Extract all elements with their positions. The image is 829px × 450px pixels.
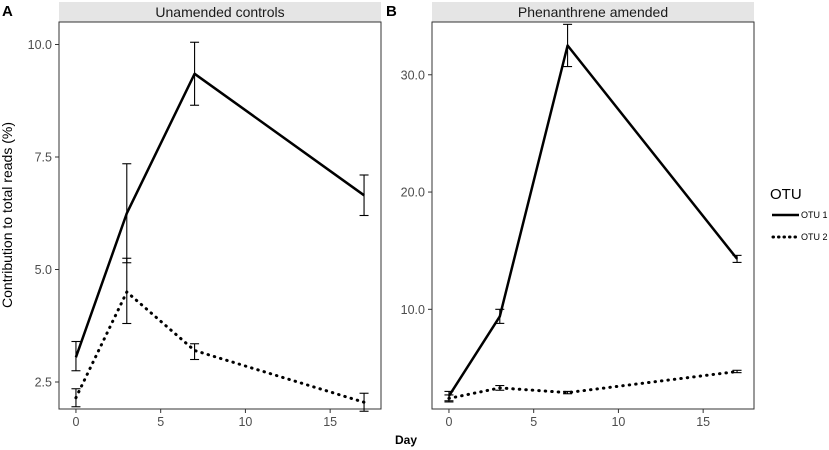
panel-b-letter: B xyxy=(386,3,397,20)
panel-a-marks: 0 5 10 15 2.5 5.0 7.5 10.0 xyxy=(28,38,369,429)
panel-b-plot-area xyxy=(431,21,755,410)
panel-a-y-tick-label: 5.0 xyxy=(35,263,52,277)
panel-a-x-tick-label: 15 xyxy=(323,415,337,429)
panel-b-x-tick-label: 0 xyxy=(445,415,452,429)
panel-a-otu-1-line xyxy=(74,72,365,358)
panel-b-strip xyxy=(432,2,754,22)
legend: OTU OTU 1 OTU 2 xyxy=(770,186,828,242)
panel-b-title: Phenanthrene amended xyxy=(518,4,668,20)
panel-b-otu-1-line xyxy=(447,44,739,397)
panel-a-x-tick-label: 10 xyxy=(238,415,252,429)
panel-b-y-tick-label: 30.0 xyxy=(401,68,425,82)
panel-a-x-tick-label: 5 xyxy=(157,415,164,429)
panel-a-y-tick-label: 7.5 xyxy=(35,151,52,165)
panel-a-y-tick-label: 2.5 xyxy=(35,376,52,390)
panel-b-x-tick-label: 15 xyxy=(696,415,710,429)
x-axis-title: Day xyxy=(395,433,417,447)
panel-b-x-tick-label: 10 xyxy=(611,415,625,429)
legend-label-otu-1: OTU 1 xyxy=(801,210,828,220)
panel-a: A Unamended controls 0 5 10 15 2.5 5.0 7.5 10.0 xyxy=(2,2,382,429)
panel-b-y-tick-label: 10.0 xyxy=(401,303,425,317)
panel-b-x-tick-label: 5 xyxy=(530,415,537,429)
panel-b-marks: 0 5 10 15 10.0 20.0 30.0 xyxy=(401,23,742,429)
panel-b-y-tick-label: 20.0 xyxy=(401,186,425,200)
panel-a-otu-2-line xyxy=(74,290,366,404)
panel-a-title: Unamended controls xyxy=(155,4,284,20)
panel-a-strip xyxy=(59,2,381,22)
panel-a-x-tick-label: 0 xyxy=(72,415,79,429)
y-axis-title: Contribution to total reads (%) xyxy=(0,122,15,308)
legend-label-otu-2: OTU 2 xyxy=(801,232,828,242)
panel-a-letter: A xyxy=(2,3,13,20)
legend-title: OTU xyxy=(770,186,802,203)
panel-b: B Phenanthrene amended 0 5 10 15 10.0 20.0 30.… xyxy=(386,2,755,429)
panel-a-plot-area xyxy=(58,21,382,410)
panel-b-otu-2-line xyxy=(447,370,739,400)
panel-a-y-tick-label: 10.0 xyxy=(28,38,52,52)
